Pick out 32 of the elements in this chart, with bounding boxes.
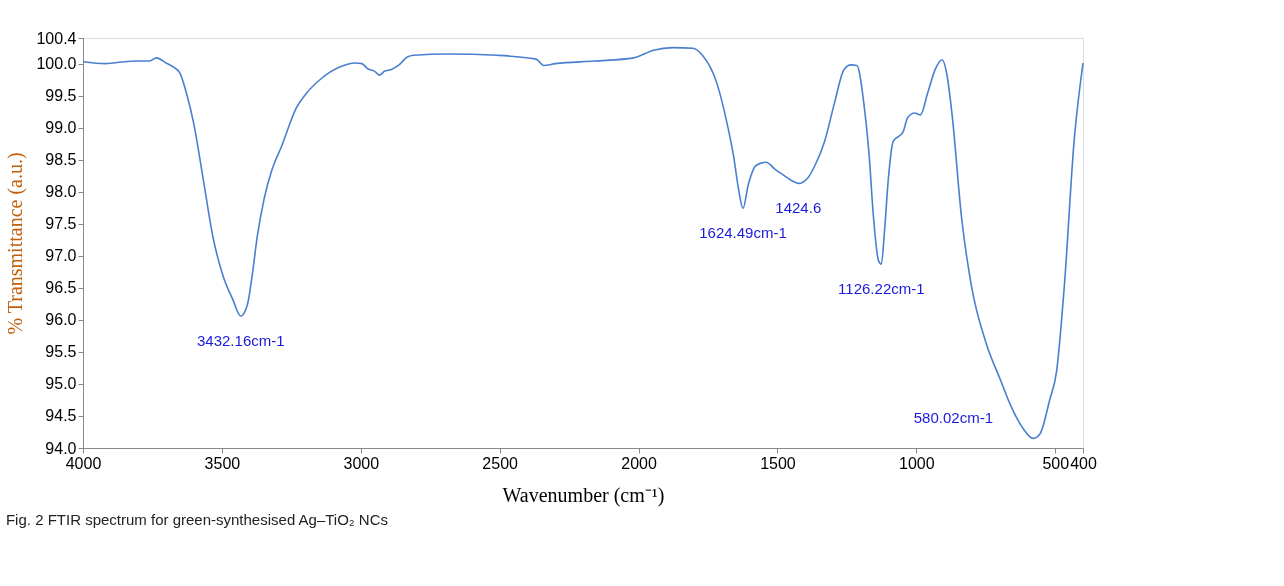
text: Fig. 2 FTIR spectrum for green-synthesised Ag–TiO₂ NCs [5, 511, 389, 528]
y-tick-label: 94.0 [45, 439, 77, 457]
x-tick-label: 1500 [760, 454, 796, 472]
y-tick-label: 98.0 [45, 183, 77, 201]
annotation: 1126.22cm-1 [838, 280, 925, 298]
y-tick-label: 100.0 [36, 55, 77, 73]
x-tick-label: 1000 [899, 454, 935, 472]
y-tick-label: 96.5 [45, 279, 77, 297]
y-tick-label: 94.5 [45, 407, 77, 425]
y-tick-label: 98.5 [45, 151, 77, 169]
x-tick-label: 3000 [343, 454, 380, 472]
annotation: 3432.16cm-1 [197, 332, 285, 350]
y-axis-title: % Transmittance (a.u.) [4, 152, 28, 335]
x-tick-label: 4000 [65, 454, 102, 472]
x-tick-label: 3500 [204, 454, 241, 472]
line-series [82, 46, 1084, 440]
annotation: 1624.49cm-1 [699, 224, 787, 242]
y-tick-label: 97.0 [45, 247, 77, 265]
y-tick-label: 95.0 [45, 375, 77, 393]
x-axis-title: Wavenumber (cm⁻¹) [502, 483, 665, 507]
y-tick-label: 96.0 [45, 311, 77, 329]
y-tick-label: 95.5 [45, 343, 77, 361]
x-tick-label: 2000 [621, 454, 657, 472]
annotation: 1424.6 [775, 199, 822, 217]
x-tick-label: 2500 [482, 454, 519, 472]
annotation: 580.02cm-1 [913, 409, 993, 427]
y-tick-label: 99.5 [45, 87, 77, 105]
y-tick-label: 100.4 [36, 29, 77, 47]
x-tick-label: 400 [1070, 454, 1097, 472]
x-tick-label: 500 [1042, 454, 1070, 472]
y-tick-label: 99.0 [45, 119, 77, 137]
y-tick-label: 97.5 [45, 215, 77, 233]
